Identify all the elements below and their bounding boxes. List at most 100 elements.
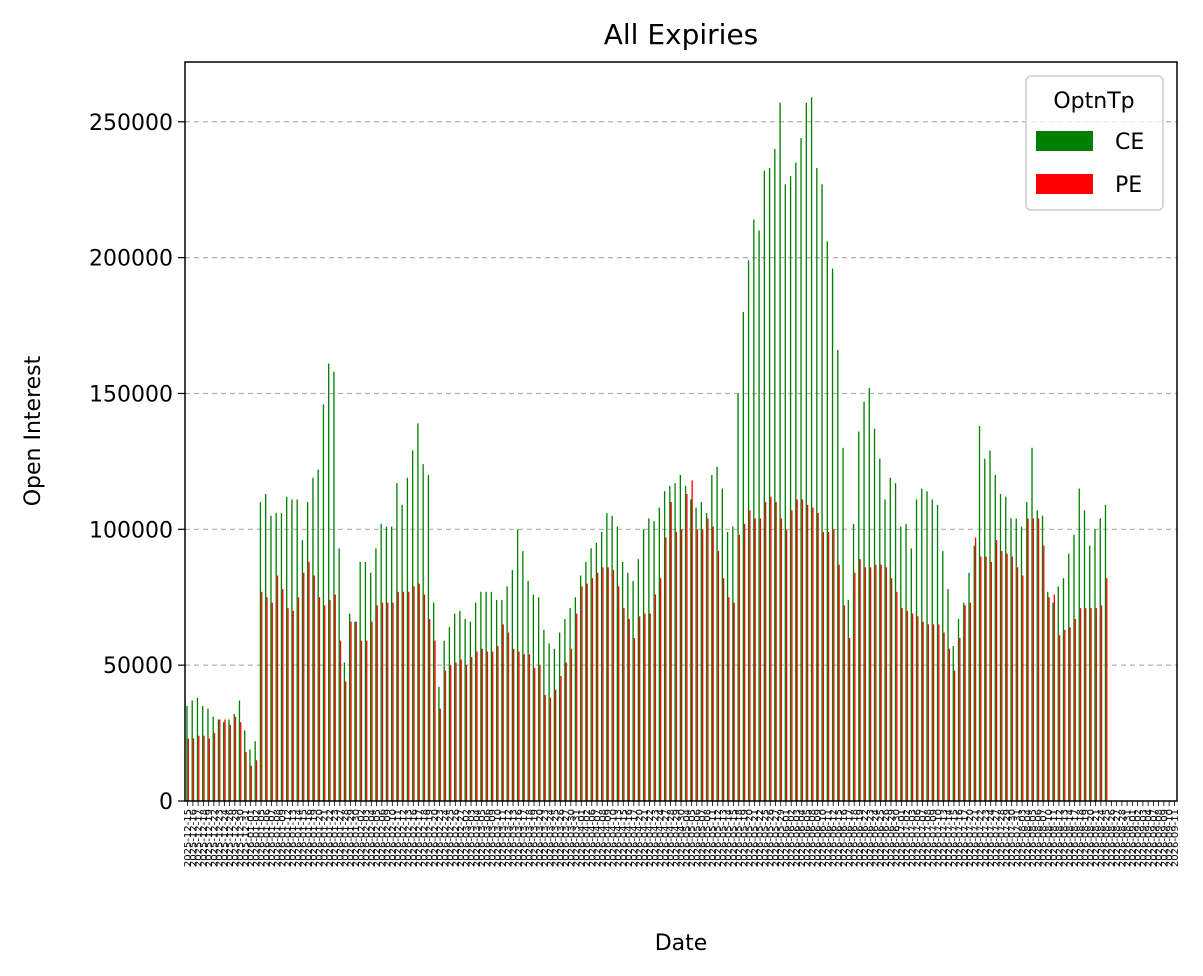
bar-pe xyxy=(785,529,788,801)
bar-pe xyxy=(324,605,326,801)
bar-pe xyxy=(660,578,662,801)
x-tick-label: 2026-06-19 xyxy=(855,809,866,867)
bar-pe xyxy=(749,510,751,801)
bar-pe xyxy=(896,591,898,801)
bar-pe xyxy=(402,591,405,801)
bar-ce xyxy=(716,466,718,801)
bar-ce xyxy=(322,404,325,801)
bar-pe xyxy=(1032,518,1034,801)
bar-ce xyxy=(564,618,566,801)
x-tick-label: 2026-02-13 xyxy=(404,809,415,867)
bar-pe xyxy=(597,572,599,801)
bar-ce xyxy=(385,526,388,801)
x-tick-label: 2026-05-11 xyxy=(708,809,719,867)
x-tick-label: 2026-06-16 xyxy=(839,809,850,867)
bar-pe xyxy=(639,616,641,801)
bar-pe xyxy=(366,640,368,801)
bar-ce xyxy=(186,705,188,801)
bar-ce xyxy=(1020,526,1023,801)
bar-ce xyxy=(259,502,262,801)
x-tick-label: 2026-01-08 xyxy=(272,809,283,867)
x-tick-label: 2026-01-23 xyxy=(330,809,341,867)
x-tick-label: 2026-06-11 xyxy=(823,809,834,867)
x-tick-label: 2026-02-26 xyxy=(451,809,462,867)
bar-ce xyxy=(774,148,776,801)
x-tick-label: 2026-03-02 xyxy=(461,809,472,867)
bar-ce xyxy=(800,138,802,801)
bar-ce xyxy=(406,477,409,801)
bar-ce xyxy=(217,719,220,801)
x-tick-label: 2026-06-30 xyxy=(892,809,903,867)
bar-pe xyxy=(670,502,672,801)
bar-ce xyxy=(600,532,603,801)
bar-pe xyxy=(234,716,237,801)
x-tick-label: 2026-08-14 xyxy=(1065,809,1076,867)
x-tick-label: 2026-08-18 xyxy=(1075,809,1086,867)
x-tick-label: 2026-01-27 xyxy=(335,809,346,867)
bar-pe xyxy=(733,602,735,801)
x-tick-label: 2026-01-20 xyxy=(314,809,325,867)
x-tick-label: 2025-12-31 xyxy=(241,809,252,867)
x-tick-label: 2026-08-27 xyxy=(1112,809,1123,867)
bar-pe xyxy=(229,724,231,801)
x-tick-label: 2026-04-10 xyxy=(608,809,619,867)
bar-ce xyxy=(396,483,398,801)
bar-pe xyxy=(875,564,877,801)
bar-ce xyxy=(506,586,508,801)
bar-pe xyxy=(964,605,966,801)
bar-pe xyxy=(565,662,567,801)
x-tick-label: 2026-02-10 xyxy=(388,809,399,867)
bar-pe xyxy=(544,695,546,801)
x-tick-label: 2026-07-10 xyxy=(934,809,945,867)
x-tick-label: 2026-03-06 xyxy=(482,809,493,867)
bar-pe xyxy=(707,518,709,801)
bar-ce xyxy=(926,491,928,801)
bar-ce xyxy=(611,515,613,801)
x-tick-label: 2026-07-17 xyxy=(960,809,971,867)
x-tick-label: 2026-03-26 xyxy=(556,809,567,867)
bar-ce xyxy=(464,618,466,801)
bar-pe xyxy=(1016,567,1019,801)
bar-ce xyxy=(312,477,314,801)
bar-pe xyxy=(345,681,347,801)
bar-ce xyxy=(737,393,739,801)
bar-pe xyxy=(224,719,226,801)
x-tick-label: 2026-07-31 xyxy=(1012,809,1023,867)
bar-pe xyxy=(471,657,473,801)
x-tick-label: 2026-03-19 xyxy=(530,809,541,867)
x-tick-label: 2026-05-18 xyxy=(734,809,745,867)
bar-pe xyxy=(444,670,447,801)
x-tick-label: 2026-01-22 xyxy=(325,809,336,867)
bar-ce xyxy=(642,529,645,801)
x-tick-label: 2026-04-30 xyxy=(677,809,688,867)
bar-pe xyxy=(502,624,504,801)
bar-pe xyxy=(318,597,321,801)
bar-pe xyxy=(628,618,630,801)
bar-ce xyxy=(532,594,535,801)
x-tick-label: 2026-03-23 xyxy=(540,809,551,867)
bar-ce xyxy=(1057,586,1059,801)
bar-ce xyxy=(1026,502,1028,801)
x-tick-label: 2026-05-25 xyxy=(760,809,771,867)
x-tick-label: 2026-08-19 xyxy=(1081,809,1092,867)
x-tick-label: 2026-06-23 xyxy=(865,809,876,867)
x-axis: 2025-12-152025-12-162025-12-172025-12-18… xyxy=(183,801,1181,867)
x-tick-label: 2026-03-03 xyxy=(467,809,478,867)
x-tick-label: 2026-07-09 xyxy=(928,809,939,867)
bar-ce xyxy=(359,561,361,801)
bar-ce xyxy=(747,260,750,802)
bar-ce xyxy=(952,646,954,801)
bar-ce xyxy=(984,458,986,801)
bar-ce xyxy=(380,523,382,802)
x-tick-label: 2026-06-04 xyxy=(797,809,808,867)
x-tick-label: 2025-12-23 xyxy=(215,809,226,867)
bar-ce xyxy=(469,621,472,801)
x-tick-label: 2025-12-19 xyxy=(204,809,215,867)
x-tick-label: 2026-02-24 xyxy=(440,809,451,867)
x-tick-label: 2025-12-30 xyxy=(236,809,247,867)
bar-ce xyxy=(207,708,209,802)
bar-ce xyxy=(495,599,498,801)
bar-pe xyxy=(770,496,772,801)
x-tick-label: 2026-02-23 xyxy=(435,809,446,867)
bar-pe xyxy=(198,735,200,801)
